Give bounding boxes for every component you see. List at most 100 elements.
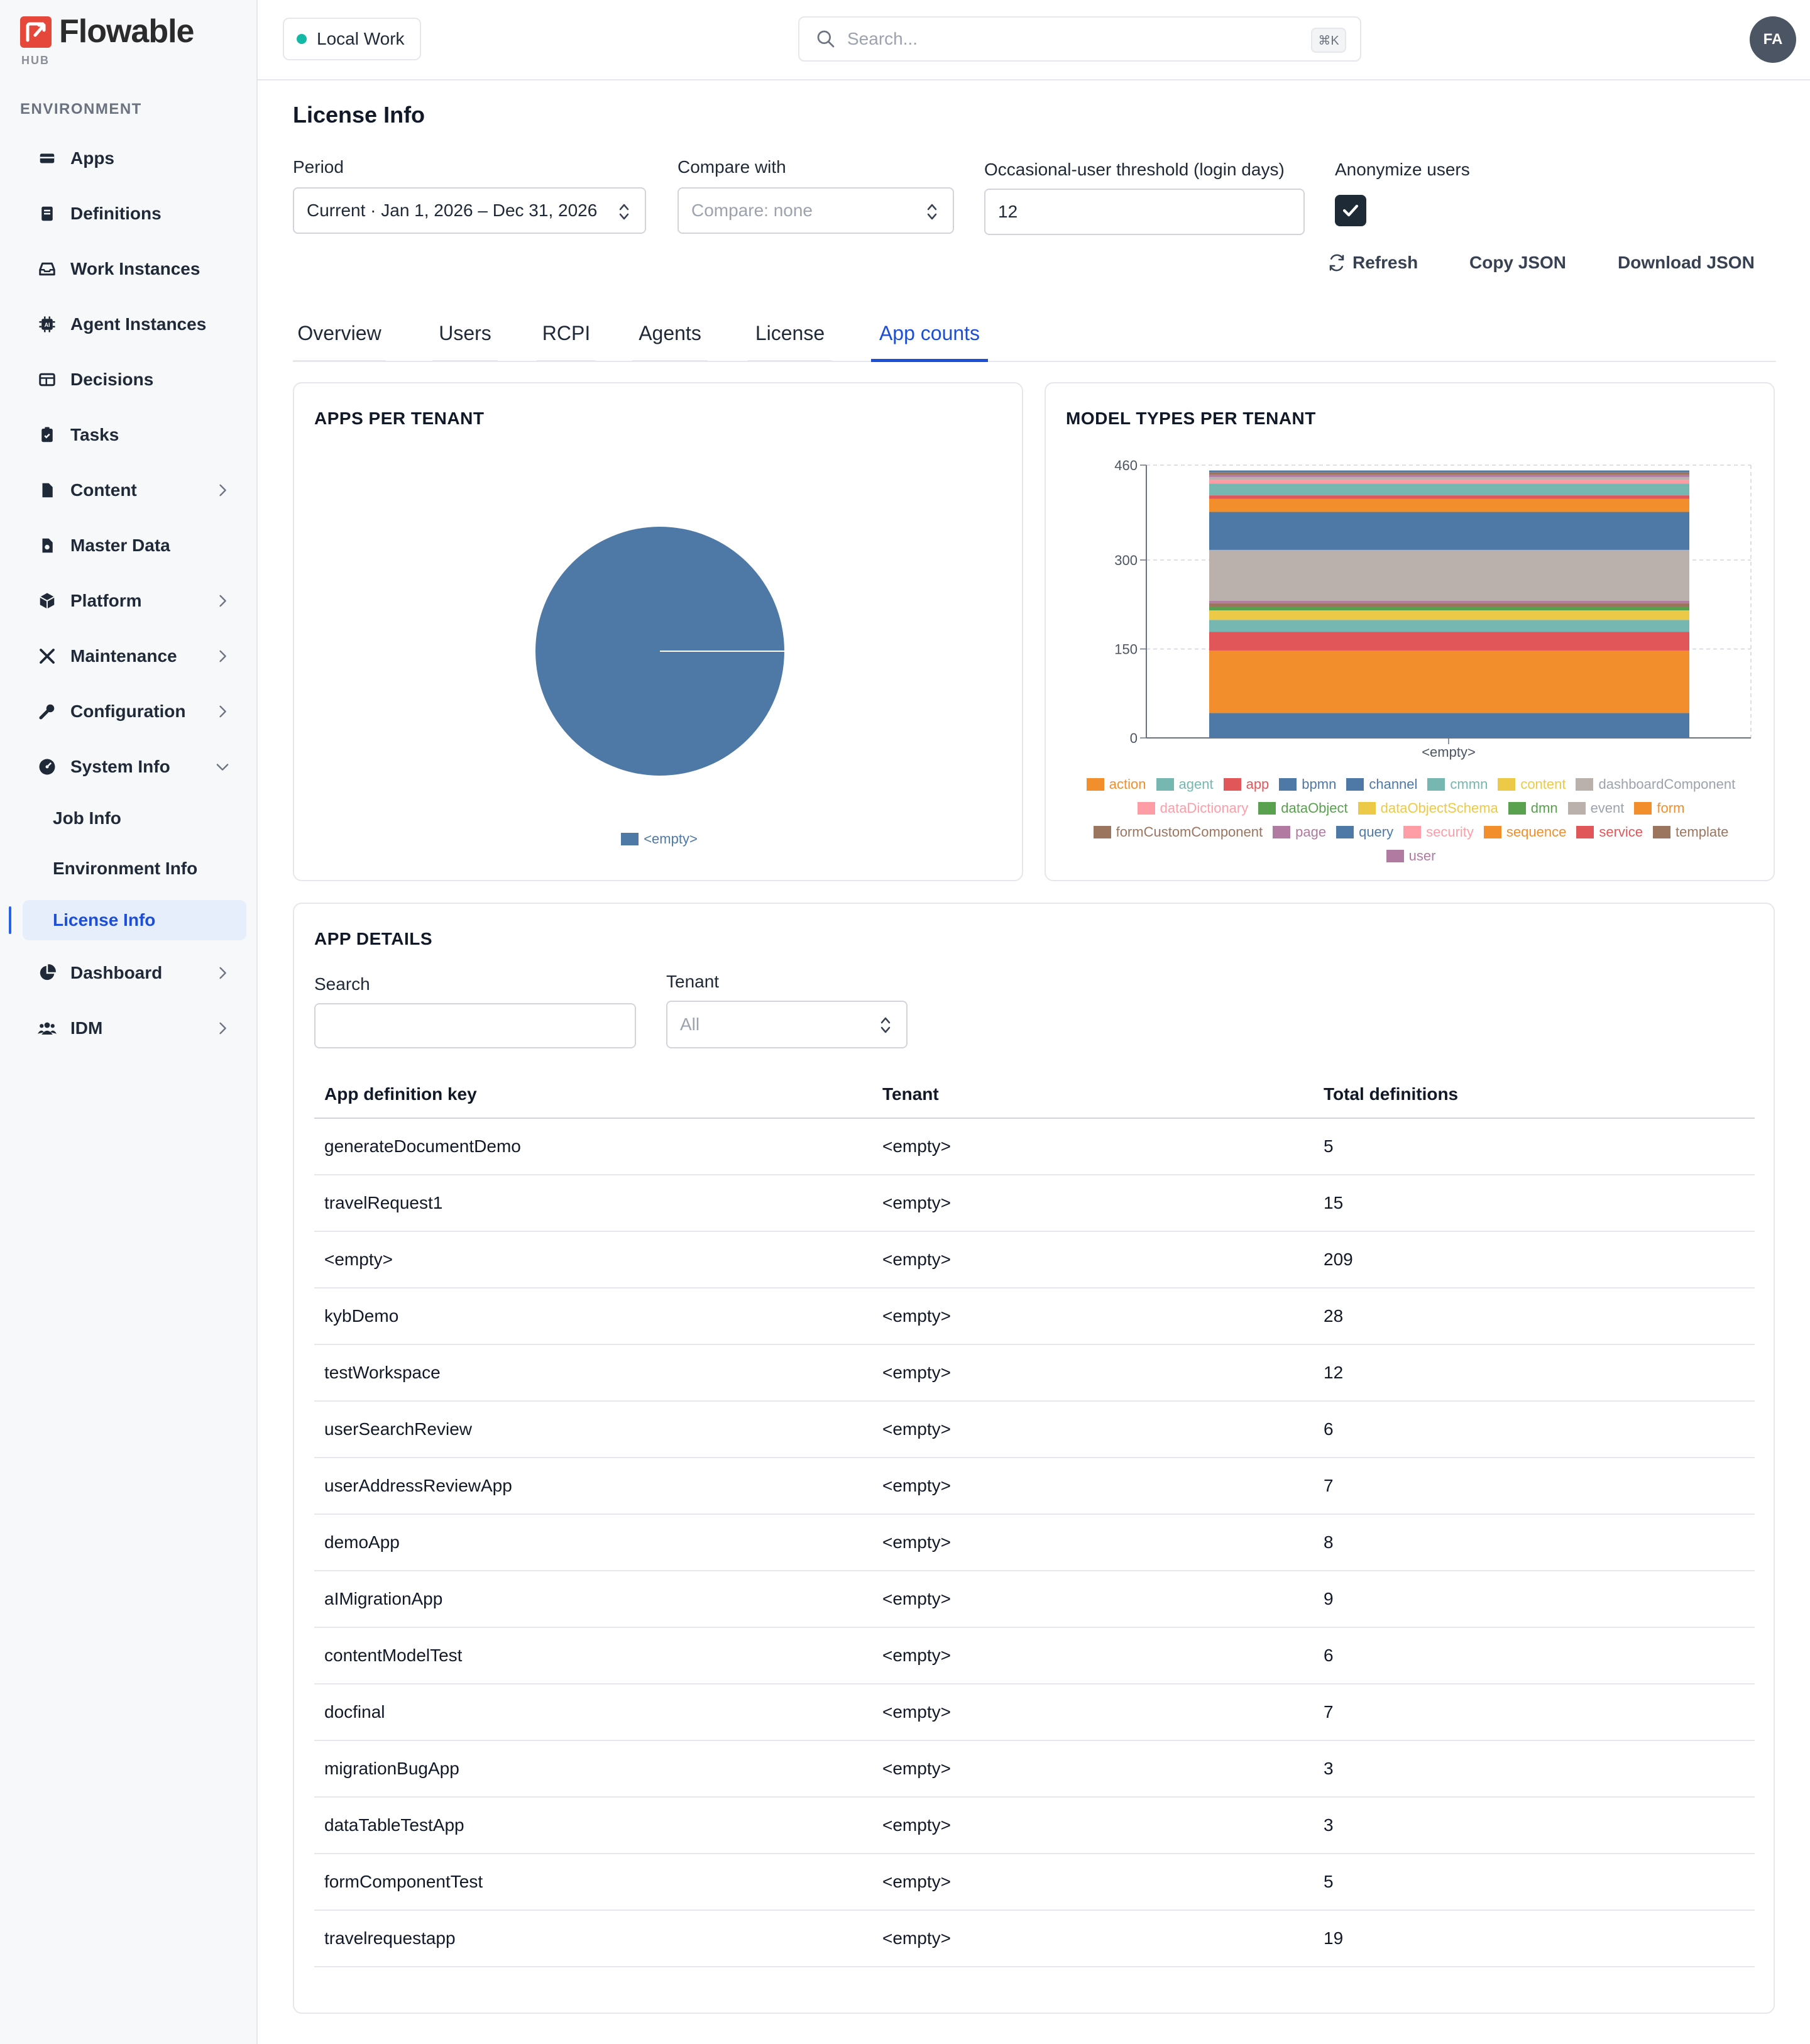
sidebar-subitem-license-info[interactable]: License Info [23,900,246,940]
bar-segment-dataObject[interactable] [1209,607,1689,611]
legend-item-dmn[interactable]: dmn [1508,798,1558,818]
bar-segment-dashboardComponent[interactable] [1209,549,1689,602]
user-avatar[interactable]: FA [1750,16,1796,63]
app-search-input[interactable] [314,1003,636,1048]
table-row[interactable]: generateDocumentDemo <empty> 5 [314,1119,1755,1175]
sidebar-item-dashboard[interactable]: Dashboard [23,953,236,993]
bar-segment-form[interactable] [1209,651,1689,713]
legend-swatch [1576,826,1594,838]
table-row[interactable]: travelRequest1 <empty> 15 [314,1175,1755,1232]
legend-item-template[interactable]: template [1653,822,1728,842]
bar-segment-formCustomComponent[interactable] [1209,603,1689,607]
sidebar-item-tasks[interactable]: Tasks [23,415,236,455]
table-row[interactable]: userAddressReviewApp <empty> 7 [314,1458,1755,1515]
legend-item-security[interactable]: security [1403,822,1474,842]
workspace-switcher[interactable]: Local Work [283,18,421,60]
table-row[interactable]: userSearchReview <empty> 6 [314,1402,1755,1458]
bar-segment-security[interactable] [1209,480,1689,484]
sidebar-item-apps[interactable]: Apps [23,138,236,179]
legend-item-channel[interactable]: channel [1346,774,1417,794]
sidebar-item-configuration[interactable]: Configuration [23,691,236,732]
table-row[interactable]: aIMigrationApp <empty> 9 [314,1571,1755,1628]
period-select[interactable]: Current · Jan 1, 2026 – Dec 31, 2026 [293,187,646,234]
table-row[interactable]: contentModelTest <empty> 6 [314,1628,1755,1684]
legend-item-cmmn[interactable]: cmmn [1427,774,1488,794]
copy-json-button[interactable]: Copy JSON [1469,253,1567,272]
bar-segment-sequence[interactable] [1209,498,1689,512]
table-row[interactable]: migrationBugApp <empty> 3 [314,1741,1755,1798]
download-json-button[interactable]: Download JSON [1618,253,1755,272]
sidebar-item-platform[interactable]: Platform [23,581,236,621]
table-row[interactable]: testWorkspace <empty> 12 [314,1345,1755,1402]
threshold-input[interactable]: 12 [984,189,1305,235]
sidebar-item-decisions[interactable]: Decisions [23,360,236,400]
bar-segment-page[interactable] [1209,601,1689,603]
bar-segment-app[interactable] [1209,632,1689,651]
legend-item-event[interactable]: event [1567,798,1624,818]
legend-label: security [1426,824,1474,840]
bar-segment-bpmn[interactable] [1209,713,1689,738]
sidebar-item-content[interactable]: Content [23,470,236,510]
global-search[interactable]: Search... ⌘K [798,16,1361,62]
legend-item-dataDictionary[interactable]: dataDictionary [1137,798,1248,818]
legend-item-sequence[interactable]: sequence [1483,822,1566,842]
column-header-tenant[interactable]: Tenant [882,1084,939,1104]
tab-agents[interactable]: Agents [632,314,708,362]
legend-item-agent[interactable]: agent [1156,774,1214,794]
sidebar-subitem-environment-info[interactable]: Environment Info [53,859,198,878]
bar-segment-cmmn[interactable] [1209,620,1689,632]
tab-users[interactable]: Users [432,314,498,362]
sidebar-item-definitions[interactable]: Definitions [23,194,236,234]
legend-item-app[interactable]: app [1223,774,1269,794]
pie-legend-item[interactable]: <empty> [621,831,698,847]
legend-item-dashboardComponent[interactable]: dashboardComponent [1576,774,1735,794]
anonymize-checkbox[interactable] [1335,195,1366,226]
bar-segment-user[interactable] [1209,475,1689,477]
bar-segment-content[interactable] [1209,610,1689,620]
table-row[interactable]: <empty> <empty> 209 [314,1232,1755,1288]
sidebar-item-system-info[interactable]: System Info [23,747,236,787]
legend-item-query[interactable]: query [1336,822,1393,842]
bar-segment-query[interactable] [1209,470,1689,473]
legend-item-content[interactable]: content [1498,774,1566,794]
refresh-button[interactable]: Refresh [1327,253,1418,273]
table-row[interactable]: formComponentTest <empty> 5 [314,1854,1755,1911]
legend-item-dataObjectSchema[interactable]: dataObjectSchema [1358,798,1498,818]
table-row[interactable]: kybDemo <empty> 28 [314,1288,1755,1345]
legend-item-form[interactable]: form [1634,798,1684,818]
legend-item-bpmn[interactable]: bpmn [1279,774,1336,794]
flowable-logo[interactable]: Flowable HUB [20,13,234,67]
legend-item-action[interactable]: action [1086,774,1146,794]
refresh-icon [1329,254,1344,272]
tab-license[interactable]: License [748,314,832,362]
sidebar-item-master-data[interactable]: Master Data [23,525,236,566]
table-row[interactable]: dataTableTestApp <empty> 3 [314,1798,1755,1854]
bar-segment-event[interactable] [1209,476,1689,480]
table-row[interactable]: docfinal <empty> 7 [314,1684,1755,1741]
compare-select[interactable]: Compare: none [677,187,954,234]
sidebar-item-maintenance[interactable]: Maintenance [23,636,236,676]
legend-item-formCustomComponent[interactable]: formCustomComponent [1093,822,1263,842]
bar-segment-channel[interactable] [1209,512,1689,550]
tab-rcpi[interactable]: RCPI [537,314,596,362]
sidebar-item-work-instances[interactable]: Work Instances [23,249,236,289]
legend-item-page[interactable]: page [1273,822,1326,842]
bar-segment-service[interactable] [1209,495,1689,499]
legend-item-dataObject[interactable]: dataObject [1258,798,1348,818]
bar-segment-template[interactable] [1209,472,1689,475]
table-row[interactable]: demoApp <empty> 8 [314,1515,1755,1571]
column-header-app-key[interactable]: App definition key [324,1084,477,1104]
sidebar-item-label: Decisions [70,370,154,389]
bar-segment-agent[interactable] [1209,483,1689,496]
column-header-total[interactable]: Total definitions [1324,1084,1459,1104]
legend-item-user[interactable]: user [1386,846,1435,866]
tab-app-counts[interactable]: App counts [871,314,988,362]
tenant-select[interactable]: All [666,1001,908,1048]
table-row[interactable]: travelrequestapp <empty> 19 [314,1911,1755,1967]
legend-item-service[interactable]: service [1576,822,1643,842]
sidebar-item-agent-instances[interactable]: AI Agent Instances [23,304,236,344]
cube-icon [23,591,58,610]
sidebar-subitem-job-info[interactable]: Job Info [53,808,121,828]
tab-overview[interactable]: Overview [293,314,386,362]
sidebar-item-idm[interactable]: IDM [23,1008,236,1048]
